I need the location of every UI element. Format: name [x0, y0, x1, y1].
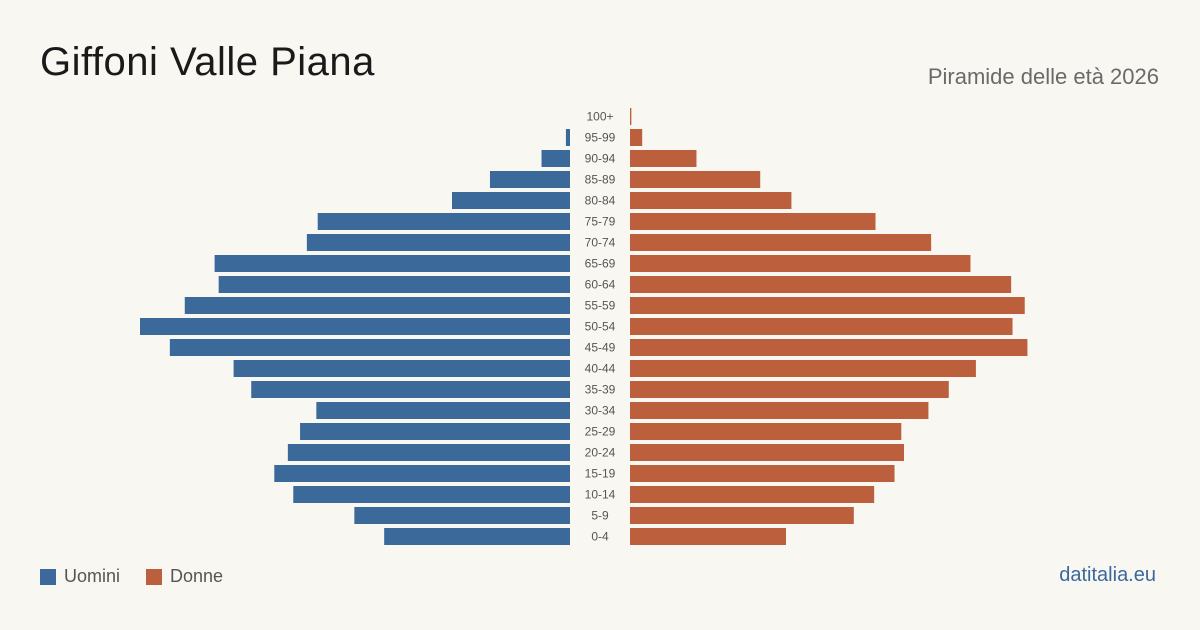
- bar-women-80-84: [630, 192, 792, 209]
- bar-women-25-29: [630, 423, 902, 440]
- bar-men-5-9: [354, 507, 570, 524]
- bar-men-15-19: [274, 465, 570, 482]
- age-label-95-99: 95-99: [585, 131, 616, 145]
- bar-women-50-54: [630, 318, 1013, 335]
- bar-men-60-64: [218, 276, 570, 293]
- age-label-20-24: 20-24: [585, 446, 616, 460]
- bar-men-95-99: [565, 129, 570, 146]
- age-label-60-64: 60-64: [585, 278, 616, 292]
- bar-women-65-69: [630, 255, 971, 272]
- bar-women-60-64: [630, 276, 1012, 293]
- age-label-40-44: 40-44: [585, 362, 616, 376]
- age-label-25-29: 25-29: [585, 425, 616, 439]
- legend-label-women: Donne: [170, 566, 224, 586]
- age-label-80-84: 80-84: [585, 194, 616, 208]
- bar-men-40-44: [233, 360, 570, 377]
- chart-subtitle: Piramide delle età 2026: [927, 64, 1159, 89]
- legend-label-men: Uomini: [64, 566, 121, 586]
- legend-swatch-women: [146, 568, 163, 585]
- bar-men-30-34: [316, 402, 570, 419]
- bar-women-100+: [630, 108, 632, 125]
- bar-women-90-94: [630, 150, 697, 167]
- bar-men-65-69: [214, 255, 570, 272]
- bar-women-30-34: [630, 402, 929, 419]
- age-label-45-49: 45-49: [585, 341, 616, 355]
- bar-men-55-59: [184, 297, 570, 314]
- age-label-30-34: 30-34: [585, 404, 616, 418]
- bar-men-80-84: [451, 192, 570, 209]
- bar-men-45-49: [169, 339, 570, 356]
- bar-women-5-9: [630, 507, 854, 524]
- age-label-100+: 100+: [586, 110, 613, 124]
- age-label-65-69: 65-69: [585, 257, 616, 271]
- legend-item-women: Donne: [146, 566, 223, 587]
- brand-link[interactable]: datitalia.eu: [1059, 564, 1156, 586]
- bar-women-75-79: [630, 213, 876, 230]
- bar-men-25-29: [300, 423, 570, 440]
- legend-item-men: Uomini: [40, 566, 120, 587]
- age-label-75-79: 75-79: [585, 215, 616, 229]
- page-title: Giffoni Valle Piana: [40, 40, 375, 84]
- age-label-5-9: 5-9: [591, 509, 609, 523]
- age-label-55-59: 55-59: [585, 299, 616, 313]
- chart-legend: Uomini Donne: [40, 566, 223, 587]
- bar-men-50-54: [140, 318, 570, 335]
- bar-women-95-99: [630, 129, 643, 146]
- age-label-15-19: 15-19: [585, 467, 616, 481]
- bar-women-15-19: [630, 465, 895, 482]
- age-label-35-39: 35-39: [585, 383, 616, 397]
- legend-swatch-men: [40, 568, 56, 585]
- bar-women-85-89: [630, 171, 761, 188]
- bar-men-35-39: [251, 381, 570, 398]
- age-label-0-4: 0-4: [591, 530, 609, 544]
- bar-men-90-94: [541, 150, 570, 167]
- bar-men-70-74: [306, 234, 570, 251]
- bar-women-70-74: [630, 234, 932, 251]
- age-label-50-54: 50-54: [585, 320, 616, 334]
- age-label-85-89: 85-89: [585, 173, 616, 187]
- bar-men-20-24: [287, 444, 570, 461]
- age-label-70-74: 70-74: [585, 236, 616, 250]
- bar-women-45-49: [630, 339, 1028, 356]
- bar-women-10-14: [630, 486, 875, 503]
- bar-women-40-44: [630, 360, 976, 377]
- age-label-90-94: 90-94: [585, 152, 616, 166]
- bar-women-55-59: [630, 297, 1025, 314]
- bar-women-35-39: [630, 381, 949, 398]
- bar-men-75-79: [317, 213, 570, 230]
- bar-men-0-4: [384, 528, 570, 545]
- age-label-10-14: 10-14: [585, 488, 616, 502]
- bar-men-85-89: [489, 171, 570, 188]
- bar-women-0-4: [630, 528, 786, 545]
- bar-men-10-14: [293, 486, 570, 503]
- bar-women-20-24: [630, 444, 905, 461]
